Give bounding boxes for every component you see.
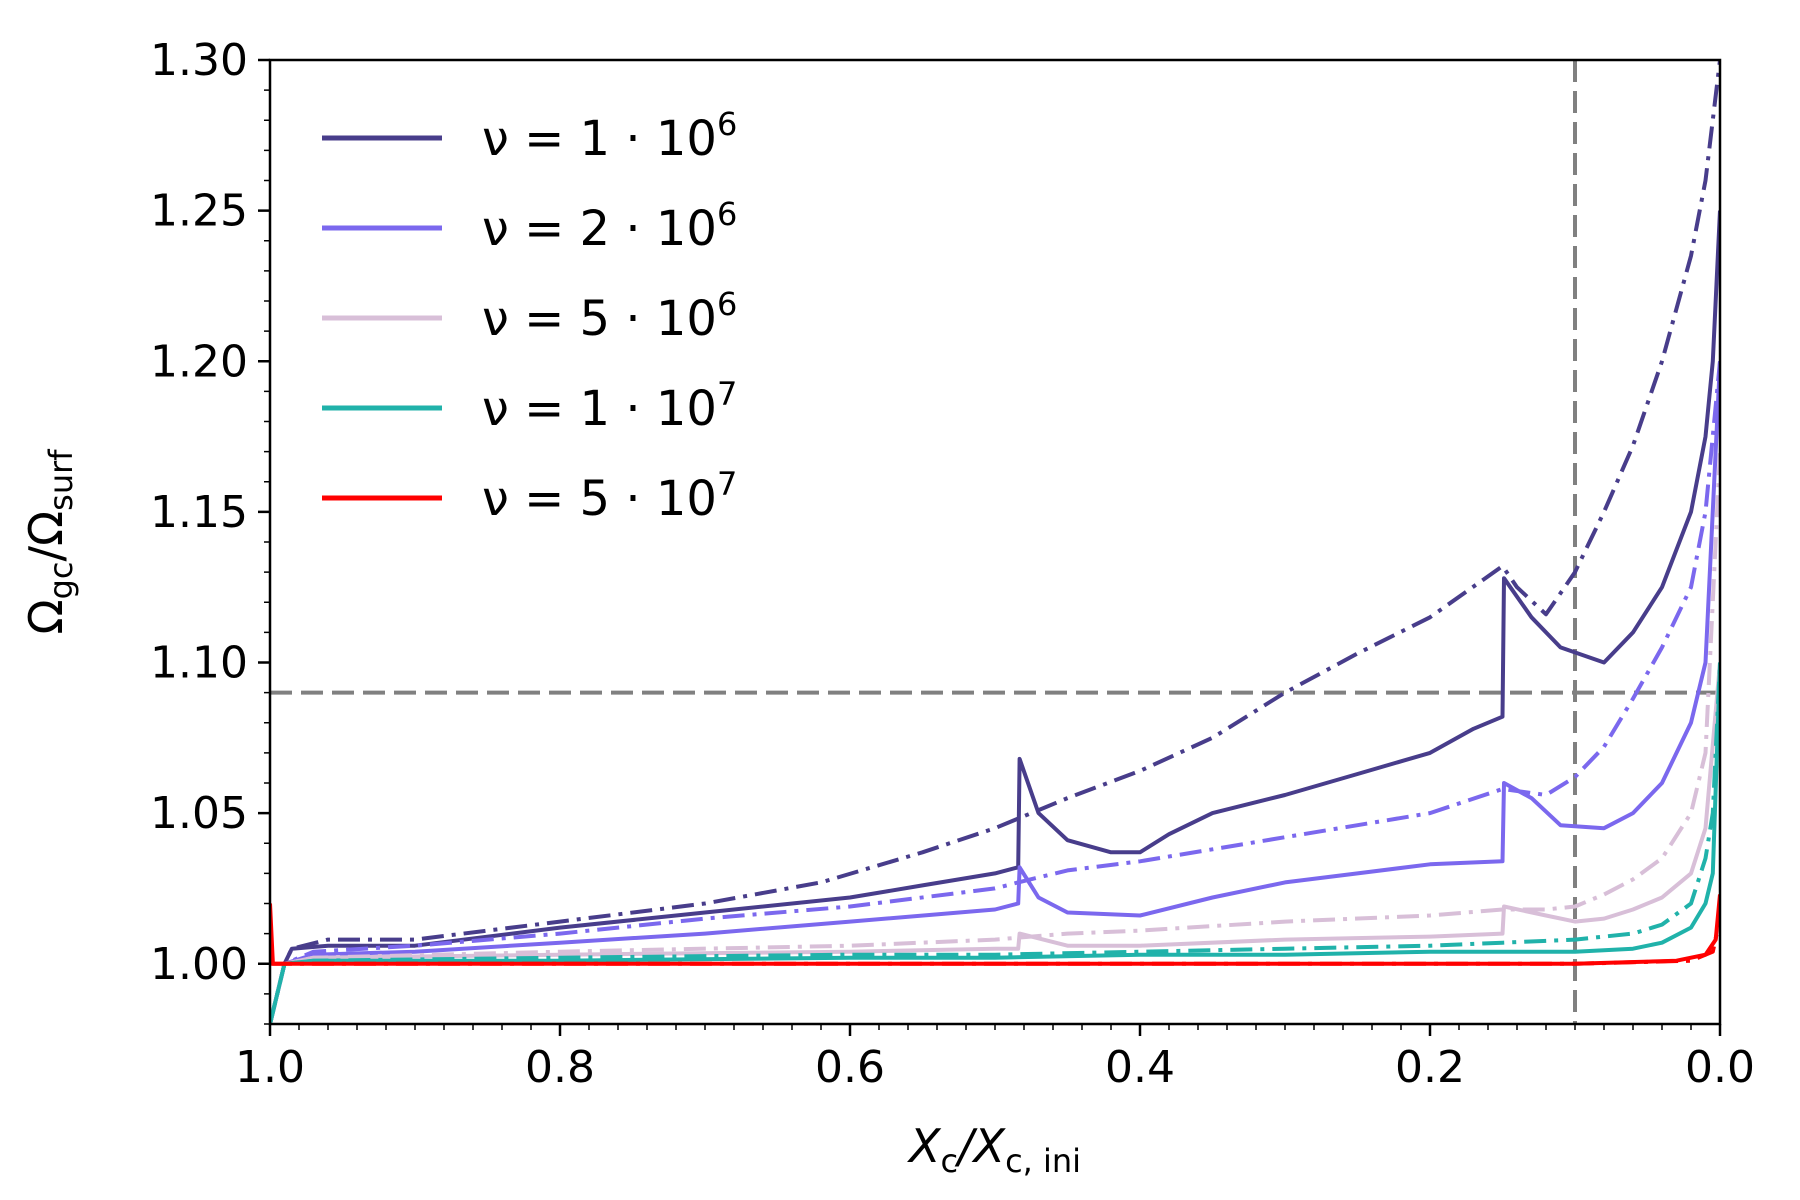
- y-tick-label: 1.05: [150, 788, 248, 839]
- series-4-solid-line: [270, 662, 1720, 1024]
- y-tick-label: 1.15: [150, 487, 248, 538]
- series-2-dashdot-line: [270, 361, 1720, 1024]
- y-tick-label: 1.30: [150, 35, 248, 86]
- legend-label: ν = 1 · 107: [482, 375, 737, 437]
- x-axis-label: Xc/Xc, ini: [907, 1119, 1081, 1180]
- legend: ν = 1 · 106 ν = 2 · 106 ν = 5 · 106 ν = 1 ·…: [322, 105, 737, 527]
- y-axis-label: Ωgc/Ωsurf: [19, 449, 80, 635]
- y-tick-label: 1.00: [150, 939, 248, 990]
- y-tick-label: 1.25: [150, 186, 248, 237]
- legend-label: ν = 1 · 106: [482, 105, 737, 167]
- x-tick-label: 1.0: [235, 1042, 305, 1093]
- series-1-solid-line: [270, 210, 1720, 1024]
- axis-ticks: 1.0 0.8 0.6 0.4 0.2 0.0 1.00 1.05 1.10 1.15 1.20 1.…: [150, 35, 1755, 1093]
- series-3-solid-line: [270, 662, 1720, 1024]
- series-layer: [270, 60, 1720, 1024]
- y-tick-label: 1.10: [150, 638, 248, 689]
- series-5-solid-line: [270, 894, 1720, 966]
- legend-label: ν = 2 · 106: [482, 195, 737, 257]
- y-tick-label: 1.20: [150, 336, 248, 387]
- series-3-dashdot-line: [270, 451, 1720, 1024]
- series-1-dashdot-line: [270, 60, 1720, 1024]
- legend-label: ν = 5 · 107: [482, 465, 737, 527]
- x-tick-label: 0.2: [1395, 1042, 1465, 1093]
- x-tick-label: 0.6: [815, 1042, 885, 1093]
- x-tick-label: 0.4: [1105, 1042, 1175, 1093]
- series-2-solid-line: [270, 361, 1720, 1024]
- x-tick-label: 0.8: [525, 1042, 595, 1093]
- reference-lines: [270, 60, 1720, 1024]
- legend-label: ν = 5 · 106: [482, 285, 737, 347]
- x-tick-label: 0.0: [1685, 1042, 1755, 1093]
